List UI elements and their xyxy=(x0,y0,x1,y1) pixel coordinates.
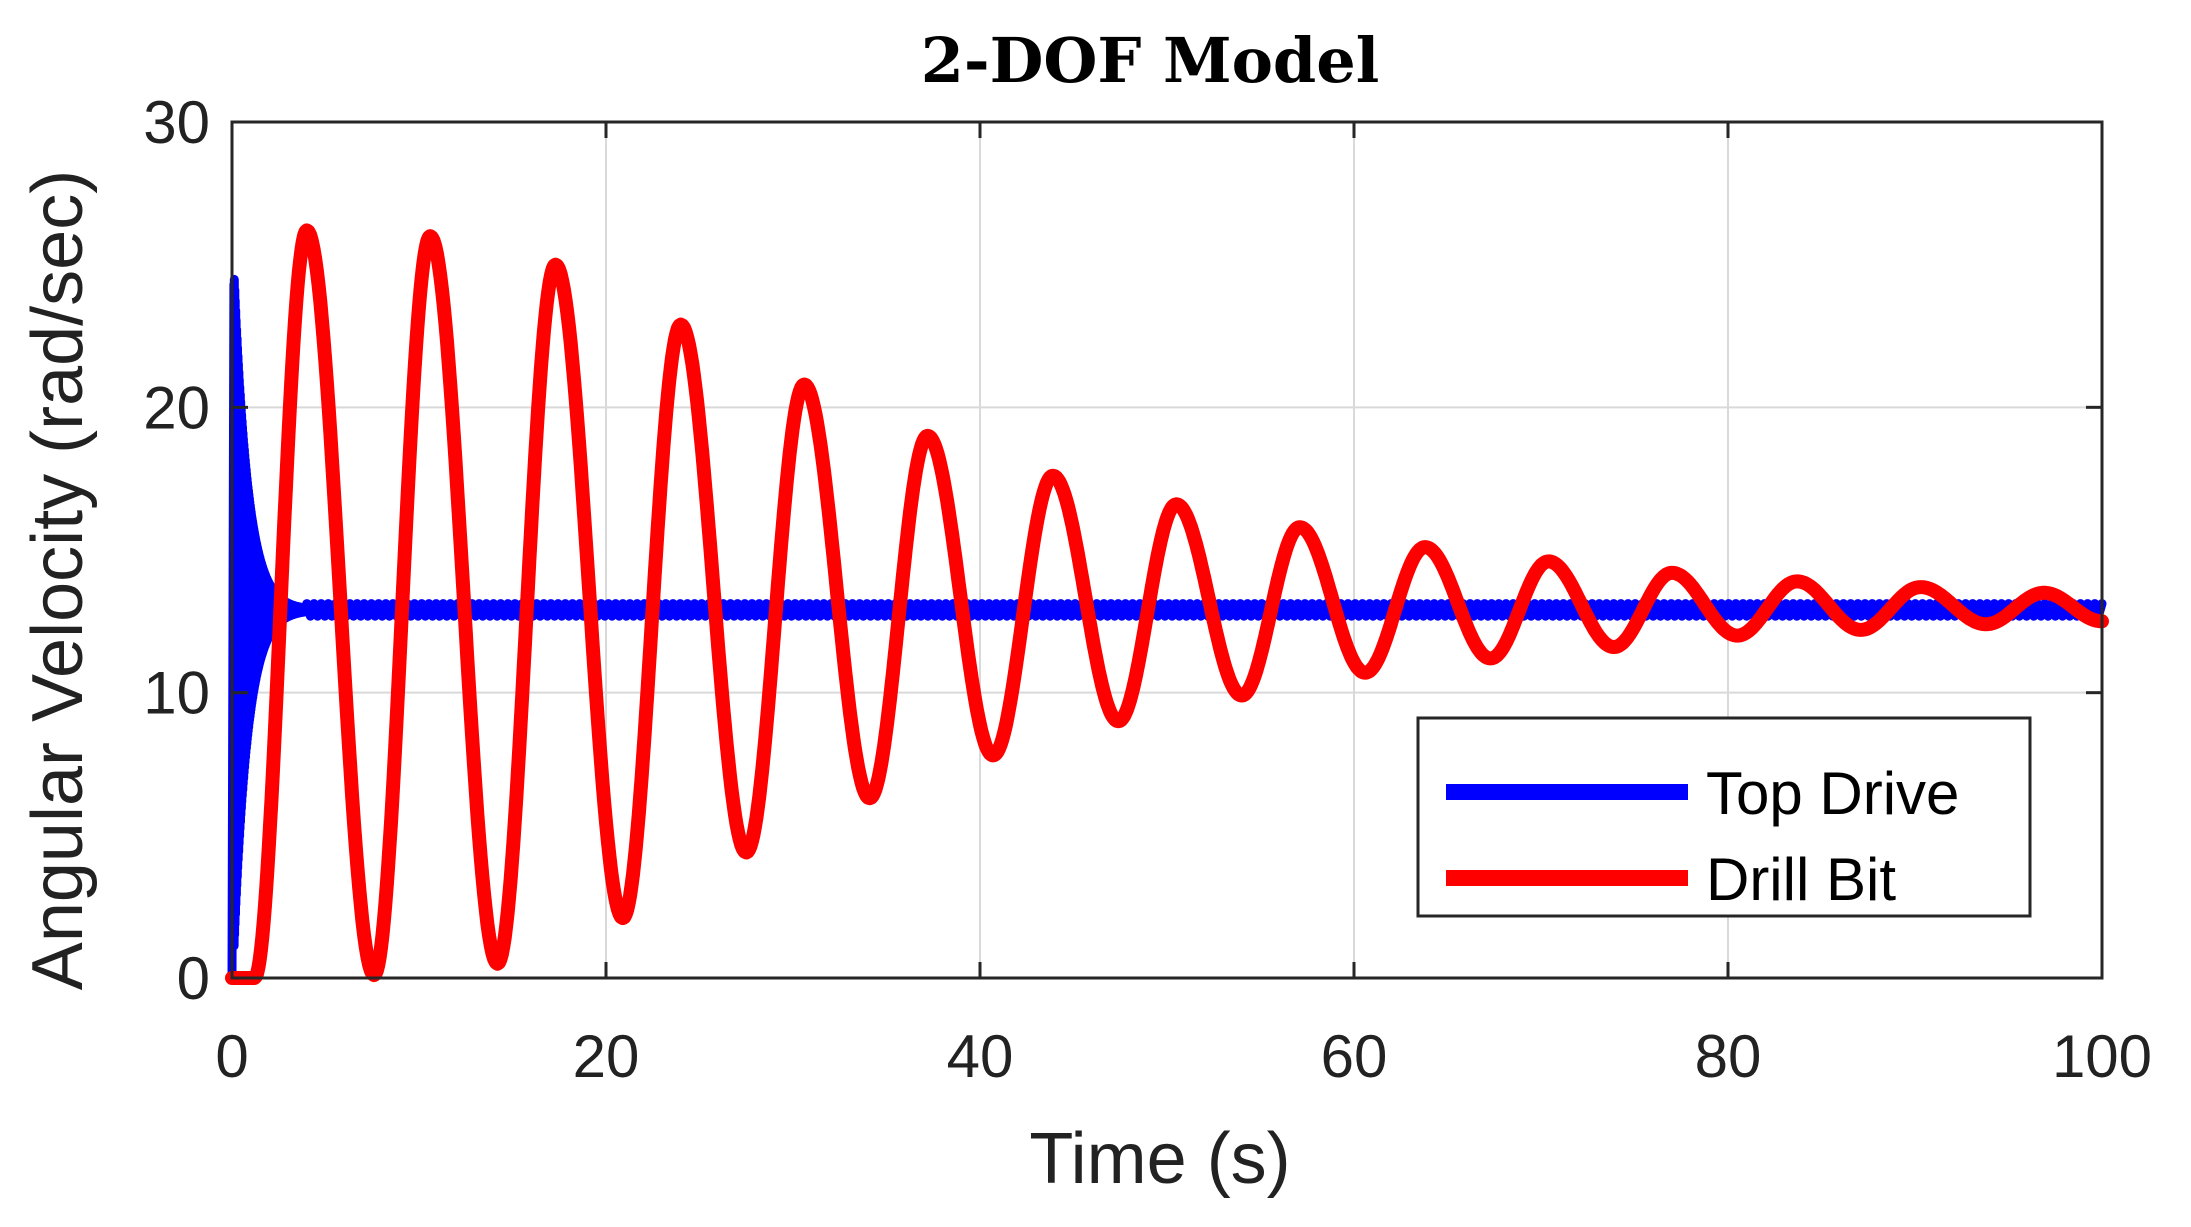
y-axis-label: Angular Velocity (rad/sec) xyxy=(18,170,98,990)
y-tick-label: 30 xyxy=(143,89,210,156)
series-layer xyxy=(225,223,2109,985)
series-line-drill-bit xyxy=(225,223,2109,985)
legend: Top Drive Drill Bit xyxy=(1416,716,2032,918)
x-tick-label: 80 xyxy=(1695,1023,1762,1090)
y-tick-label: 0 xyxy=(177,945,210,1012)
x-tick-label: 100 xyxy=(2052,1023,2152,1090)
x-tick-label: 60 xyxy=(1321,1023,1388,1090)
chart-title: 2-DOF Model xyxy=(921,24,1380,97)
ticks: 0 20 40 60 80 100 0 10 20 30 xyxy=(143,89,2152,1090)
series-line-top-drive xyxy=(227,274,2107,983)
x-tick-label: 20 xyxy=(573,1023,640,1090)
axes-box xyxy=(230,120,2104,980)
x-axis-label: Time (s) xyxy=(1029,1119,1290,1199)
y-tick-label: 10 xyxy=(143,660,210,727)
legend-label: Top Drive xyxy=(1706,760,1959,827)
y-tick-label: 20 xyxy=(143,374,210,441)
x-tick-label: 40 xyxy=(947,1023,1014,1090)
x-tick-label: 0 xyxy=(215,1023,248,1090)
legend-label: Drill Bit xyxy=(1706,846,1896,913)
